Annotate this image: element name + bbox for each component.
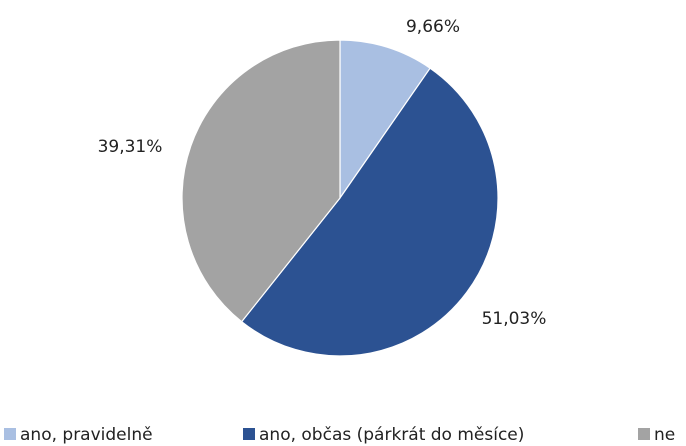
legend-swatch-ne [638,428,650,440]
data-labels: 9,66% 51,03% 39,31% [98,17,547,329]
pie-slice-ano-obcas [240,67,499,357]
legend-label-ano-pravidelne: ano, pravidelně [20,425,153,445]
legend-swatch-ano-obcas [243,428,255,440]
pie-slice-ano-pravidelne [339,39,431,200]
data-label-ano-pravidelne: 9,66% [406,17,460,37]
legend: ano, pravidelně ano, občas (párkrát do m… [4,425,675,445]
pie-slices [181,39,499,357]
data-label-ne: 39,31% [98,137,163,157]
legend-label-ne: ne [654,425,675,445]
data-label-ano-obcas: 51,03% [482,309,547,329]
legend-swatch-ano-pravidelne [4,428,16,440]
legend-label-ano-obcas: ano, občas (párkrát do měsíce) [259,425,524,445]
pie-slice-ne [181,39,341,323]
